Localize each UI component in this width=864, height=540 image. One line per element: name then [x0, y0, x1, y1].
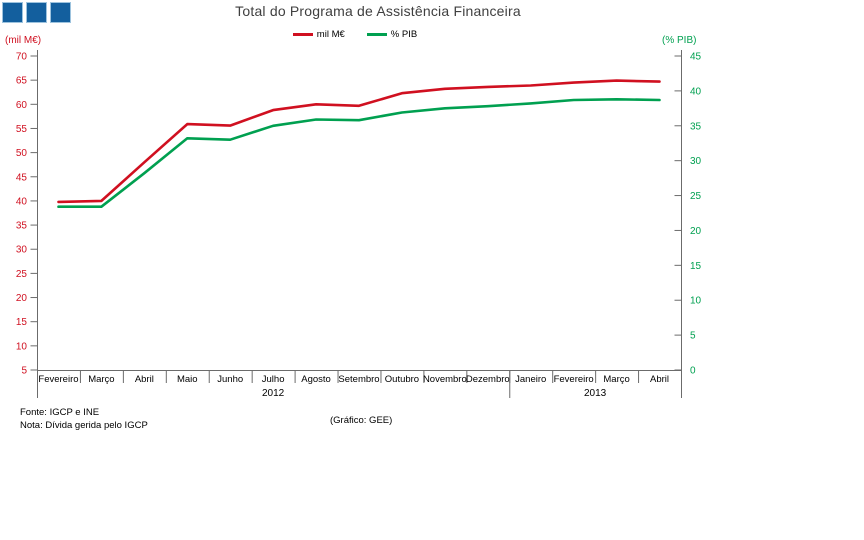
- nota-line: Nota: Dívida gerida pelo IGCP: [20, 420, 148, 431]
- right-tick-label: 25: [690, 191, 702, 202]
- year-label: 2012: [262, 388, 285, 399]
- logo-square: [50, 2, 71, 23]
- legend-label: % PIB: [390, 29, 418, 40]
- month-label: Outubro: [385, 374, 419, 385]
- source-note: Fonte: IGCP e INE Nota: Dívida gerida pe…: [20, 406, 148, 432]
- right-tick-label: 45: [690, 52, 702, 63]
- left-tick-label: 5: [21, 366, 27, 377]
- left-axis-unit-label: (mil M€): [5, 35, 42, 46]
- month-label: Setembro: [338, 374, 379, 385]
- month-label: Abril: [135, 374, 154, 385]
- left-tick-label: 65: [16, 76, 28, 87]
- grafico-credit: (Gráfico: GEE): [330, 415, 393, 426]
- left-tick-label: 20: [16, 293, 28, 304]
- month-label: Junho: [217, 374, 243, 385]
- left-tick-label: 60: [16, 100, 28, 111]
- logo-square: [2, 2, 23, 23]
- year-labels: 2012 2013: [262, 370, 607, 399]
- left-axis-ticks: 5 10 15 20 25 30 35 40 45 50 55 60 65 70: [16, 52, 38, 377]
- left-tick-label: 45: [16, 172, 28, 183]
- year-label: 2013: [584, 388, 607, 399]
- left-tick-label: 50: [16, 148, 28, 159]
- month-label: Março: [603, 374, 629, 385]
- left-tick-label: 35: [16, 221, 28, 232]
- left-tick-label: 70: [16, 52, 28, 63]
- legend-swatch-red: [292, 33, 313, 36]
- right-tick-label: 35: [690, 121, 702, 132]
- left-tick-label: 40: [16, 196, 28, 207]
- month-label: Novembro: [423, 374, 467, 385]
- left-tick-label: 15: [16, 317, 28, 328]
- left-tick-label: 25: [16, 269, 28, 280]
- month-label: Julho: [262, 374, 285, 385]
- month-label: Abril: [650, 374, 669, 385]
- chart-legend: mil M€ % PIB: [0, 29, 710, 40]
- legend-label: mil M€: [316, 29, 345, 40]
- x-axis-labels: Fevereiro Março Abril Maio Junho Julho Agosto S…: [38, 370, 669, 385]
- right-tick-label: 10: [690, 296, 702, 307]
- month-label: Dezembro: [466, 374, 510, 385]
- axes: [37, 50, 682, 398]
- left-tick-label: 55: [16, 124, 28, 135]
- month-label: Fevereiro: [554, 374, 594, 385]
- fonte-line: Fonte: IGCP e INE: [20, 407, 100, 418]
- logo-squares: [2, 2, 71, 23]
- right-tick-label: 20: [690, 226, 702, 237]
- right-axis-ticks: 0 5 10 15 20 25 30 35 40 45: [674, 52, 702, 377]
- right-tick-label: 15: [690, 261, 702, 272]
- legend-item-pib: % PIB: [366, 29, 418, 40]
- legend-item-mil-me: mil M€: [292, 29, 345, 40]
- right-axis-unit-label: (% PIB): [662, 35, 697, 46]
- left-tick-label: 10: [16, 341, 28, 352]
- left-tick-label: 30: [16, 245, 28, 256]
- month-label: Março: [88, 374, 114, 385]
- right-tick-label: 40: [690, 86, 702, 97]
- month-label: Agosto: [301, 374, 331, 385]
- right-tick-label: 30: [690, 156, 702, 167]
- series-line-pib: [57, 98, 661, 208]
- logo-square: [26, 2, 47, 23]
- legend-swatch-green: [366, 33, 387, 36]
- month-label: Janeiro: [515, 374, 546, 385]
- month-label: Maio: [177, 374, 198, 385]
- right-tick-label: 5: [690, 331, 696, 342]
- series-line-mil-me: [57, 79, 661, 204]
- chart-title: Total do Programa de Assistência Finance…: [235, 3, 521, 19]
- right-tick-label: 0: [690, 366, 696, 377]
- month-label: Fevereiro: [38, 374, 78, 385]
